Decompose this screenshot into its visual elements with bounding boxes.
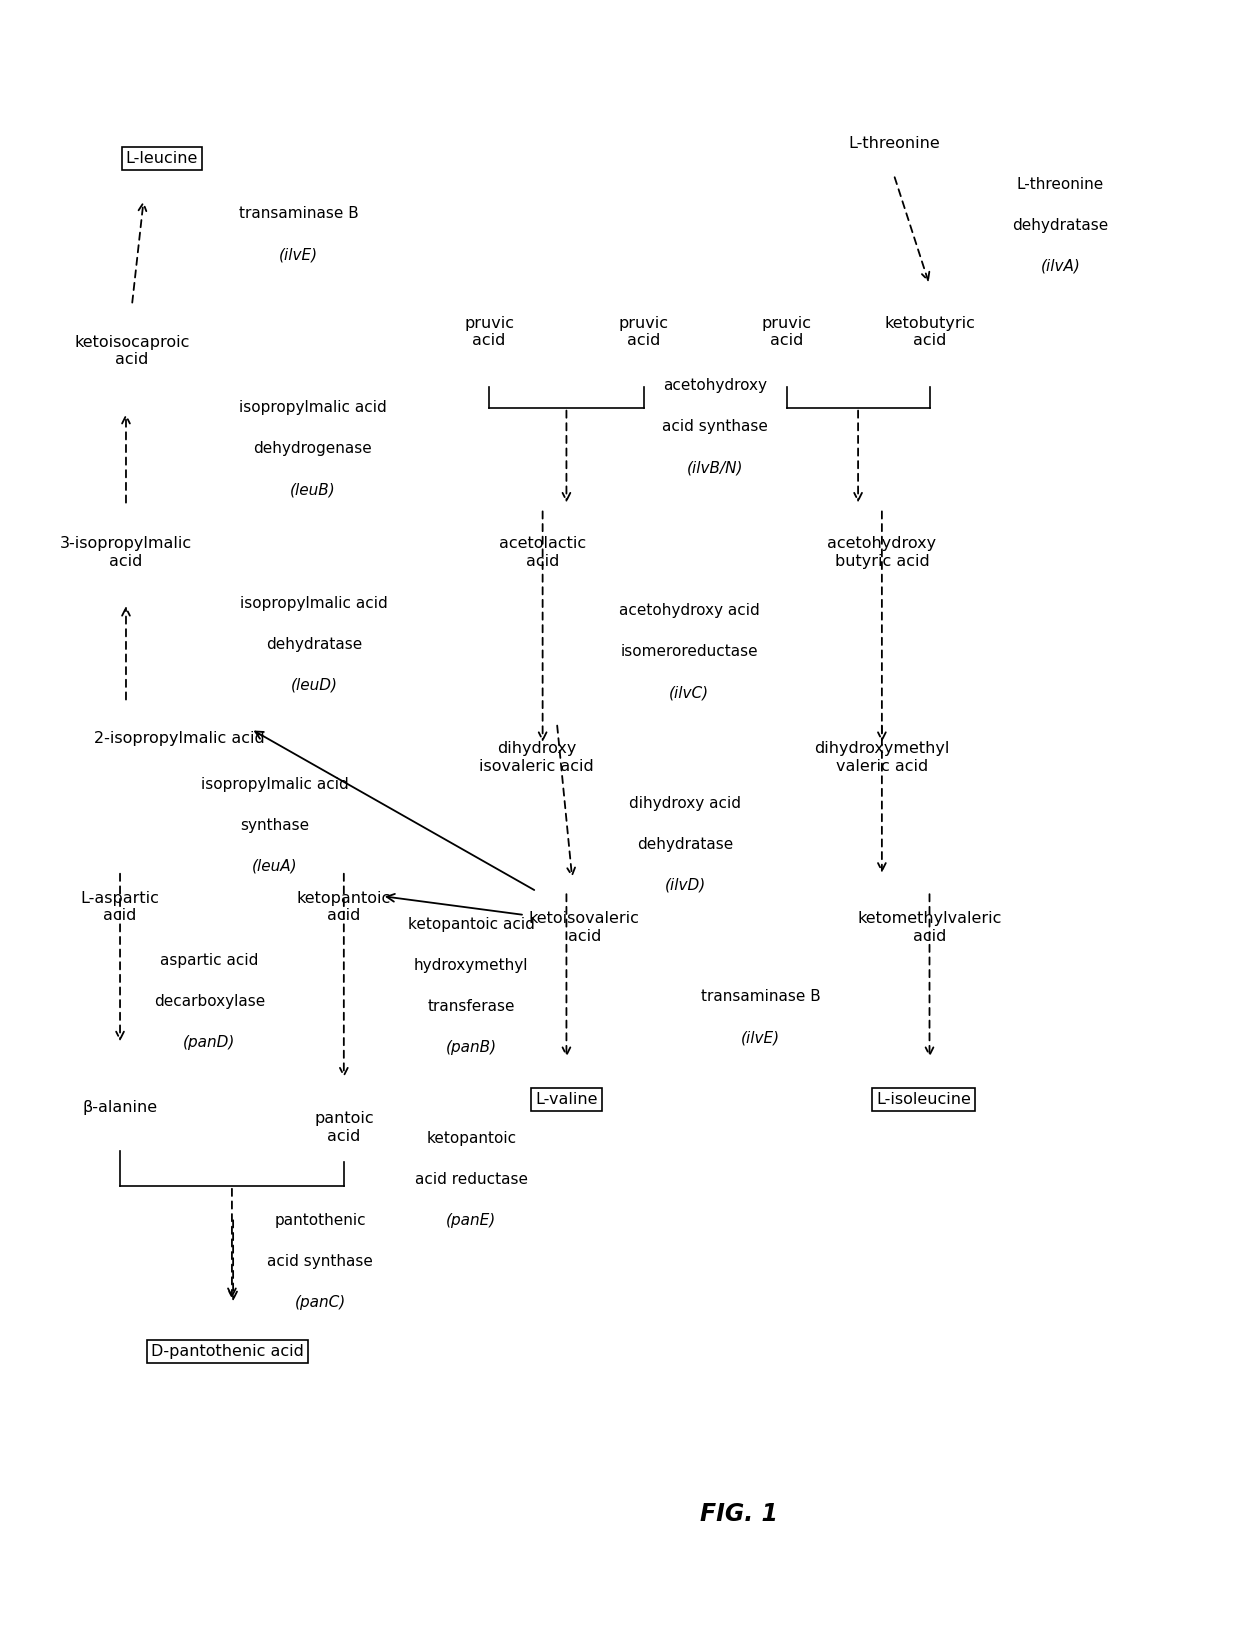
Text: dihydroxymethyl
valeric acid: dihydroxymethyl valeric acid <box>815 742 950 773</box>
Text: hydroxymethyl: hydroxymethyl <box>414 958 528 973</box>
Text: ketoisovaleric
acid: ketoisovaleric acid <box>528 911 640 944</box>
Text: ketopantoic: ketopantoic <box>427 1131 516 1145</box>
Text: FIG. 1: FIG. 1 <box>701 1502 777 1526</box>
Text: ketoisocaproic
acid: ketoisocaproic acid <box>74 335 190 368</box>
Text: isopropylmalic acid: isopropylmalic acid <box>241 596 388 610</box>
Text: L-threonine: L-threonine <box>848 136 940 151</box>
Text: acetolactic
acid: acetolactic acid <box>498 537 587 569</box>
Text: isopropylmalic acid: isopropylmalic acid <box>201 776 348 791</box>
Text: L-aspartic
acid: L-aspartic acid <box>81 891 160 924</box>
Text: ketopantoic
acid: ketopantoic acid <box>296 891 391 924</box>
Text: dehydratase: dehydratase <box>265 637 362 651</box>
Text: (ilvE): (ilvE) <box>279 248 319 263</box>
Text: pantoic
acid: pantoic acid <box>314 1111 373 1144</box>
Text: isopropylmalic acid: isopropylmalic acid <box>239 400 387 415</box>
Text: L-isoleucine: L-isoleucine <box>877 1091 971 1106</box>
Text: (ilvA): (ilvA) <box>1040 259 1080 274</box>
Text: isomeroreductase: isomeroreductase <box>620 645 758 660</box>
Text: β-alanine: β-alanine <box>83 1099 157 1114</box>
Text: (leuD): (leuD) <box>290 678 337 693</box>
Text: acid synthase: acid synthase <box>267 1254 373 1268</box>
Text: pruvic
acid: pruvic acid <box>761 317 812 348</box>
Text: (panB): (panB) <box>445 1040 497 1055</box>
Text: L-valine: L-valine <box>536 1091 598 1106</box>
Text: pruvic
acid: pruvic acid <box>619 317 668 348</box>
Text: ketobutyric
acid: ketobutyric acid <box>884 317 975 348</box>
Text: transferase: transferase <box>428 999 515 1014</box>
Text: decarboxylase: decarboxylase <box>154 994 265 1009</box>
Text: acid synthase: acid synthase <box>662 418 768 435</box>
Text: dehydrogenase: dehydrogenase <box>253 441 372 456</box>
Text: (panE): (panE) <box>446 1213 496 1227</box>
Text: (ilvE): (ilvE) <box>742 1031 780 1045</box>
Text: dehydratase: dehydratase <box>1012 218 1109 233</box>
Text: (leuB): (leuB) <box>290 482 336 497</box>
Text: 2-isopropylmalic acid: 2-isopropylmalic acid <box>94 732 265 747</box>
Text: pruvic
acid: pruvic acid <box>464 317 515 348</box>
Text: synthase: synthase <box>241 817 309 832</box>
Text: (panC): (panC) <box>294 1295 346 1310</box>
Text: (ilvC): (ilvC) <box>670 686 709 701</box>
Text: (leuA): (leuA) <box>252 858 298 873</box>
Text: aspartic acid: aspartic acid <box>160 953 258 968</box>
Text: dehydratase: dehydratase <box>637 837 734 852</box>
Text: (ilvB/N): (ilvB/N) <box>687 459 744 476</box>
Text: transaminase B: transaminase B <box>239 207 358 222</box>
Text: ketomethylvaleric
acid: ketomethylvaleric acid <box>857 911 1002 944</box>
Text: acetohydroxy
butyric acid: acetohydroxy butyric acid <box>827 537 936 569</box>
Text: dihydroxy
isovaleric acid: dihydroxy isovaleric acid <box>480 742 594 773</box>
Text: acid reductase: acid reductase <box>414 1172 528 1186</box>
Text: transaminase B: transaminase B <box>701 990 821 1004</box>
Text: ketopantoic acid: ketopantoic acid <box>408 917 534 932</box>
Text: acetohydroxy acid: acetohydroxy acid <box>619 604 759 619</box>
Text: pantothenic: pantothenic <box>274 1213 366 1227</box>
Text: acetohydroxy: acetohydroxy <box>663 377 768 394</box>
Text: (panD): (panD) <box>184 1035 236 1050</box>
Text: dihydroxy acid: dihydroxy acid <box>630 796 742 811</box>
Text: L-threonine: L-threonine <box>1017 177 1104 192</box>
Text: L-leucine: L-leucine <box>125 151 198 166</box>
Text: (ilvD): (ilvD) <box>665 878 706 893</box>
Text: D-pantothenic acid: D-pantothenic acid <box>151 1344 304 1359</box>
Text: 3-isopropylmalic
acid: 3-isopropylmalic acid <box>60 537 192 569</box>
